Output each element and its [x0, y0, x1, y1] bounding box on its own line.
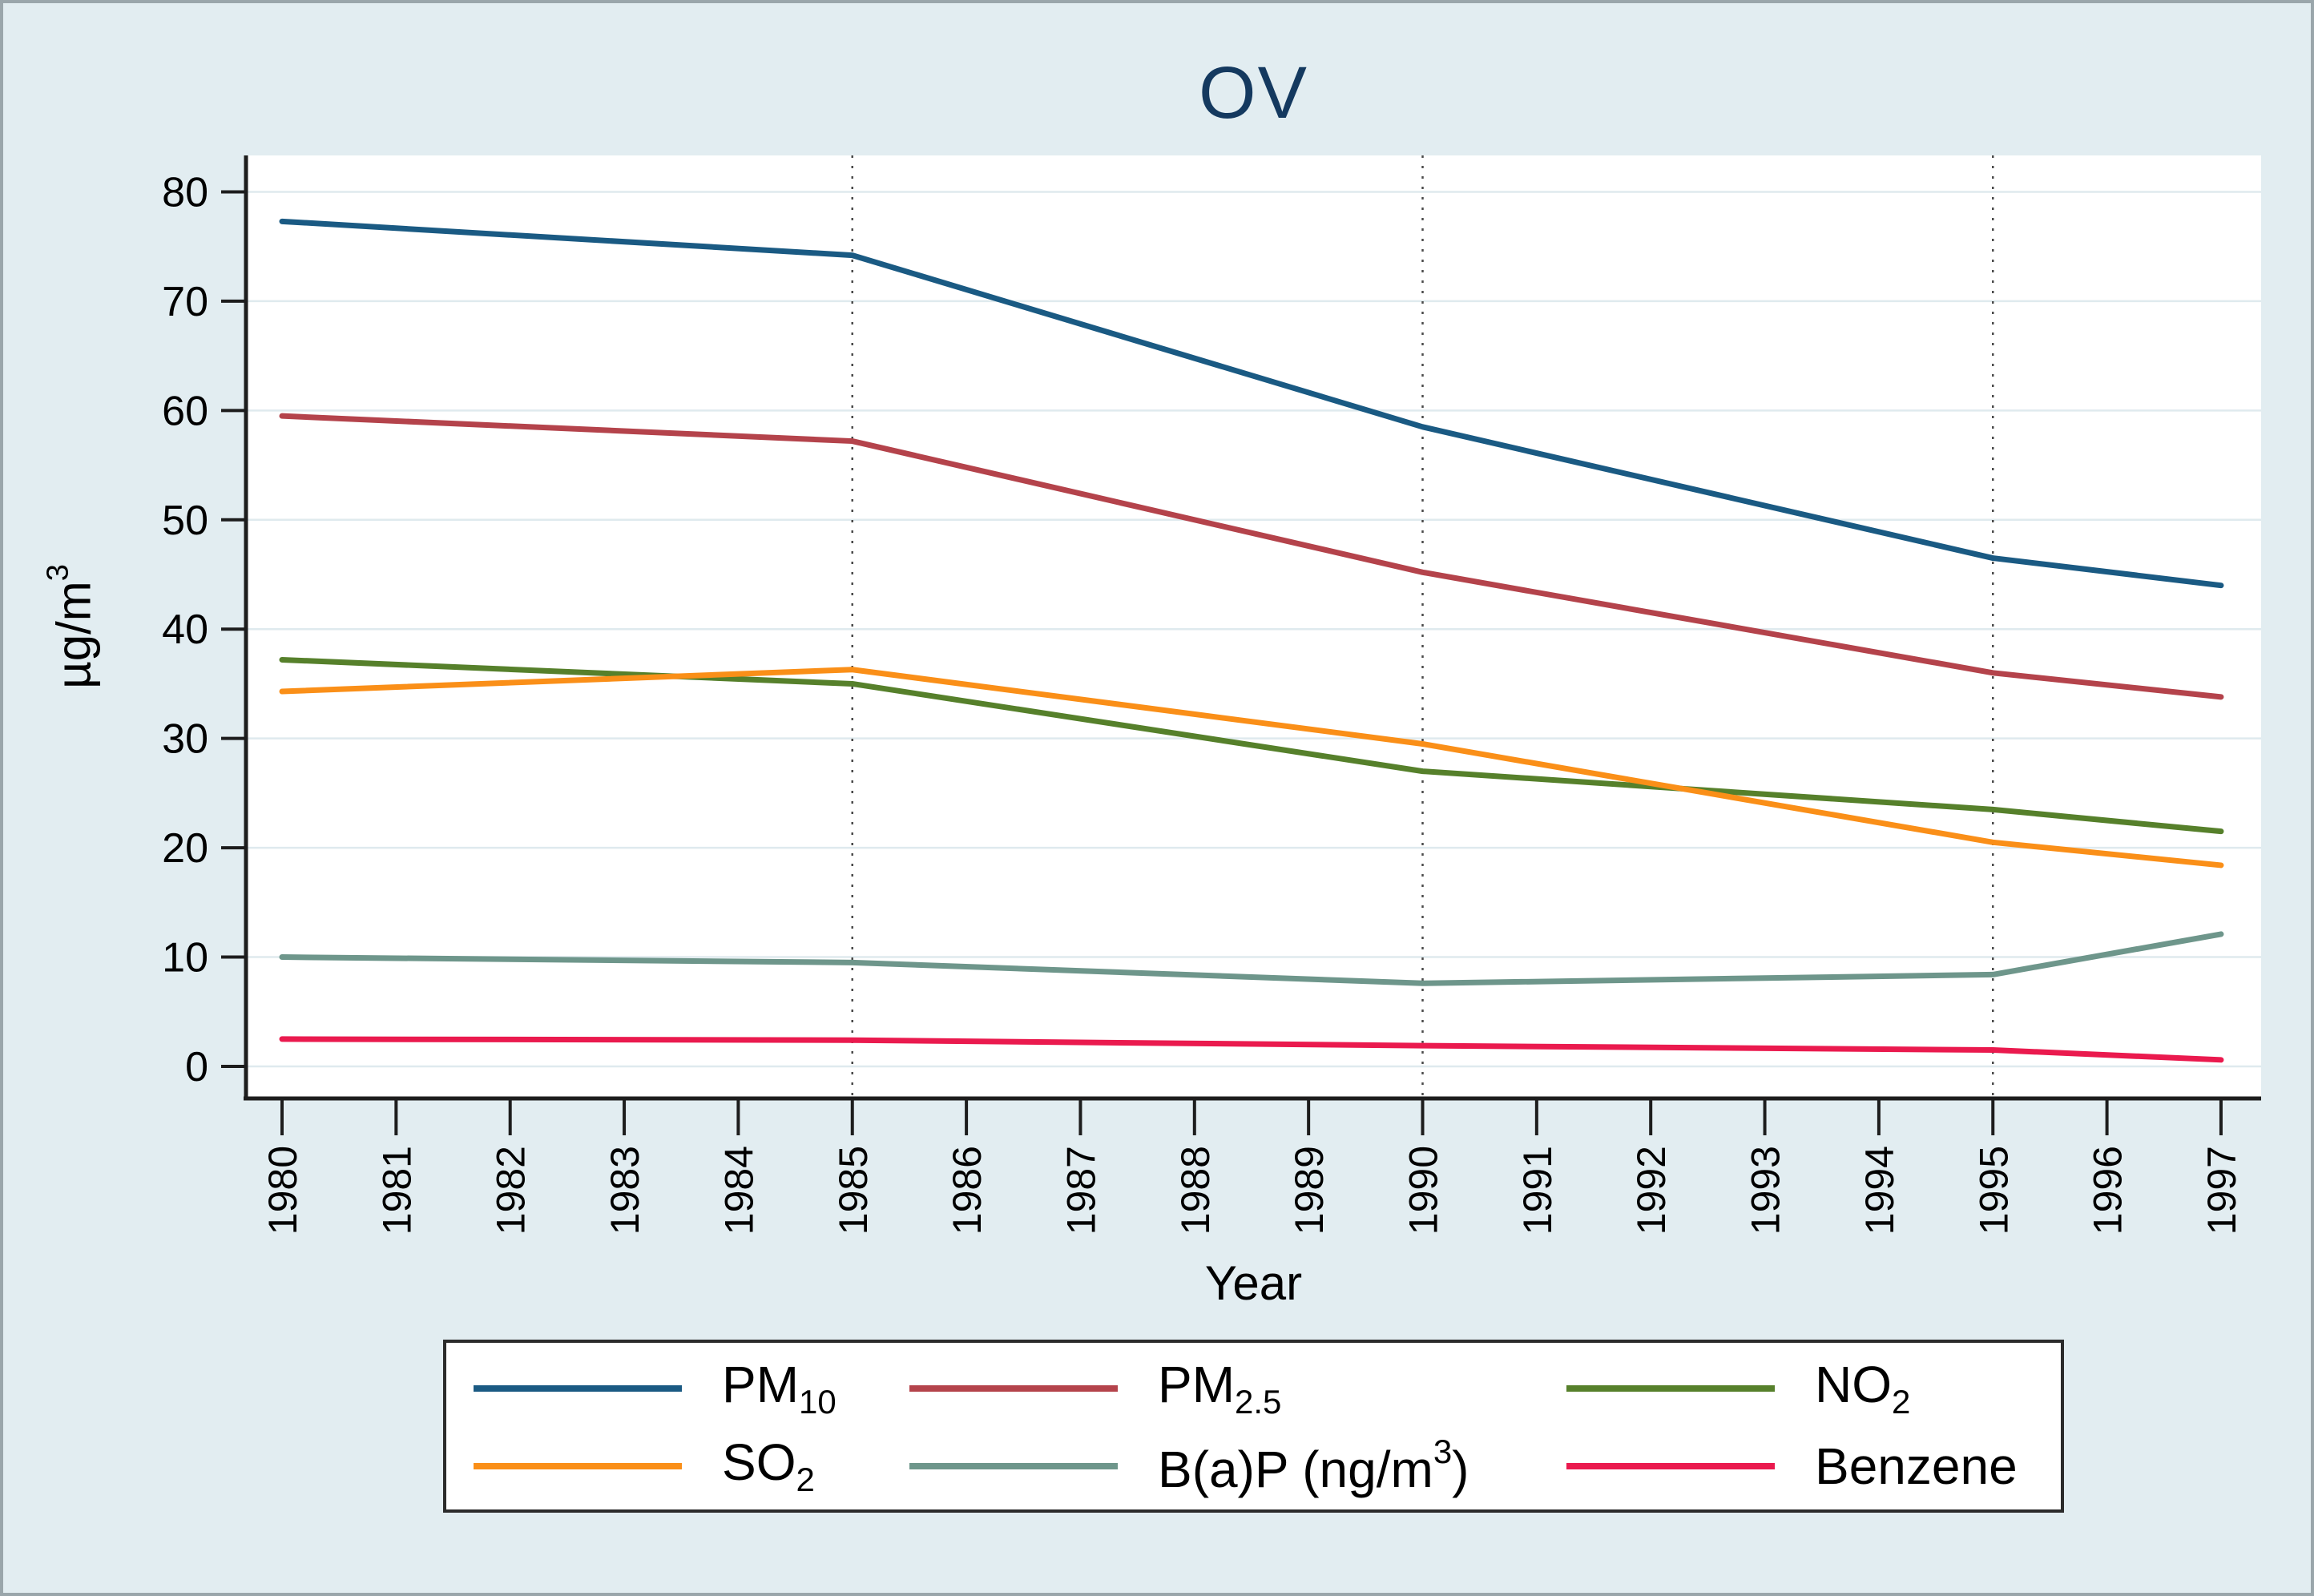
- legend-item-PM2-5: PM2.5: [909, 1349, 1566, 1427]
- x-tick-label: 1983: [603, 1146, 647, 1235]
- legend-line-sample-PM10: [474, 1384, 682, 1392]
- series-line-Benzene: [279, 1036, 2224, 1063]
- legend-item-BaP: B(a)P (ng/m3): [909, 1427, 1566, 1505]
- x-tick-label: 1996: [2086, 1146, 2131, 1235]
- x-tick-label: 1986: [945, 1146, 990, 1235]
- series-line-SO2: [279, 667, 2224, 869]
- x-tick-label: 1985: [831, 1146, 876, 1235]
- plot-background: [246, 155, 2261, 1098]
- y-axis-title-base: µg/m: [46, 581, 101, 689]
- x-tick-label: 1980: [260, 1146, 305, 1235]
- x-tick-label: 1997: [2199, 1146, 2244, 1235]
- y-tick-label: 20: [162, 825, 208, 872]
- y-tick-label: 80: [162, 169, 208, 216]
- x-tick-label: 1987: [1058, 1146, 1103, 1235]
- y-axis-title-sup: 3: [41, 564, 75, 582]
- series-line-BaP: [279, 931, 2224, 986]
- x-tick-label: 1988: [1173, 1146, 1218, 1235]
- series-line-PM2-5: [279, 413, 2224, 700]
- legend-label-SO2: SO2: [722, 1433, 815, 1498]
- y-tick-label: 50: [162, 498, 208, 544]
- legend-item-SO2: SO2: [474, 1427, 909, 1505]
- x-tick-label: 1981: [374, 1146, 419, 1235]
- x-tick-label: 1984: [716, 1146, 761, 1235]
- legend-label-PM10: PM10: [722, 1356, 837, 1421]
- x-tick-label: 1992: [1629, 1146, 1674, 1235]
- y-axis-ticks-and-labels: 0 10 20 30 40 50 60 70 80: [162, 169, 246, 1090]
- legend-label-Benzene: Benzene: [1815, 1437, 2018, 1495]
- y-tick-label: 40: [162, 607, 208, 653]
- legend-item-Benzene: Benzene: [1566, 1427, 2061, 1505]
- legend-line-sample-PM2-5: [909, 1384, 1118, 1392]
- x-tick-label: 1990: [1401, 1146, 1446, 1235]
- legend-line-sample-BaP: [909, 1462, 1118, 1469]
- x-tick-label: 1991: [1515, 1146, 1560, 1235]
- x-tick-label: 1995: [1971, 1146, 2016, 1235]
- legend-label-PM2-5: PM2.5: [1158, 1356, 1282, 1421]
- x-tick-label: 1994: [1857, 1146, 1902, 1235]
- y-tick-label: 30: [162, 716, 208, 763]
- chart-title: OV: [1199, 52, 1308, 134]
- y-tick-label: 60: [162, 388, 208, 434]
- y-tick-label: 0: [185, 1044, 208, 1090]
- y-axis-title: µg/m3: [42, 564, 102, 689]
- legend-line-sample-Benzene: [1566, 1462, 1775, 1469]
- gridlines: [246, 191, 2261, 1068]
- legend-label-BaP: B(a)P (ng/m3): [1158, 1433, 1469, 1498]
- legend-line-sample-NO2: [1566, 1384, 1775, 1392]
- y-tick-label: 10: [162, 935, 208, 981]
- legend-item-PM10: PM10: [474, 1349, 909, 1427]
- x-tick-label: 1989: [1287, 1146, 1332, 1235]
- legend-line-sample-SO2: [474, 1462, 682, 1469]
- series-lines: [279, 218, 2224, 1063]
- legend-item-NO2: NO2: [1566, 1349, 2061, 1427]
- x-tick-label: 1993: [1744, 1146, 1788, 1235]
- x-axis-ticks-and-labels: 1980 1981 1982 1983 1984 1985 1986 1987 1988 1989…: [260, 1098, 2244, 1235]
- legend-grid: PM10 PM2.5 NO2 SO2 B(a)P (ng/m3) Benzene: [446, 1343, 2061, 1505]
- series-line-PM10: [279, 218, 2224, 589]
- x-tick-label: 1982: [489, 1146, 534, 1235]
- y-tick-label: 70: [162, 279, 208, 325]
- x-axis-title: Year: [1204, 1256, 1303, 1310]
- legend: PM10 PM2.5 NO2 SO2 B(a)P (ng/m3) Benzene: [443, 1340, 2064, 1513]
- legend-label-NO2: NO2: [1815, 1356, 1911, 1421]
- dotted-reference-lines: [851, 155, 1994, 1098]
